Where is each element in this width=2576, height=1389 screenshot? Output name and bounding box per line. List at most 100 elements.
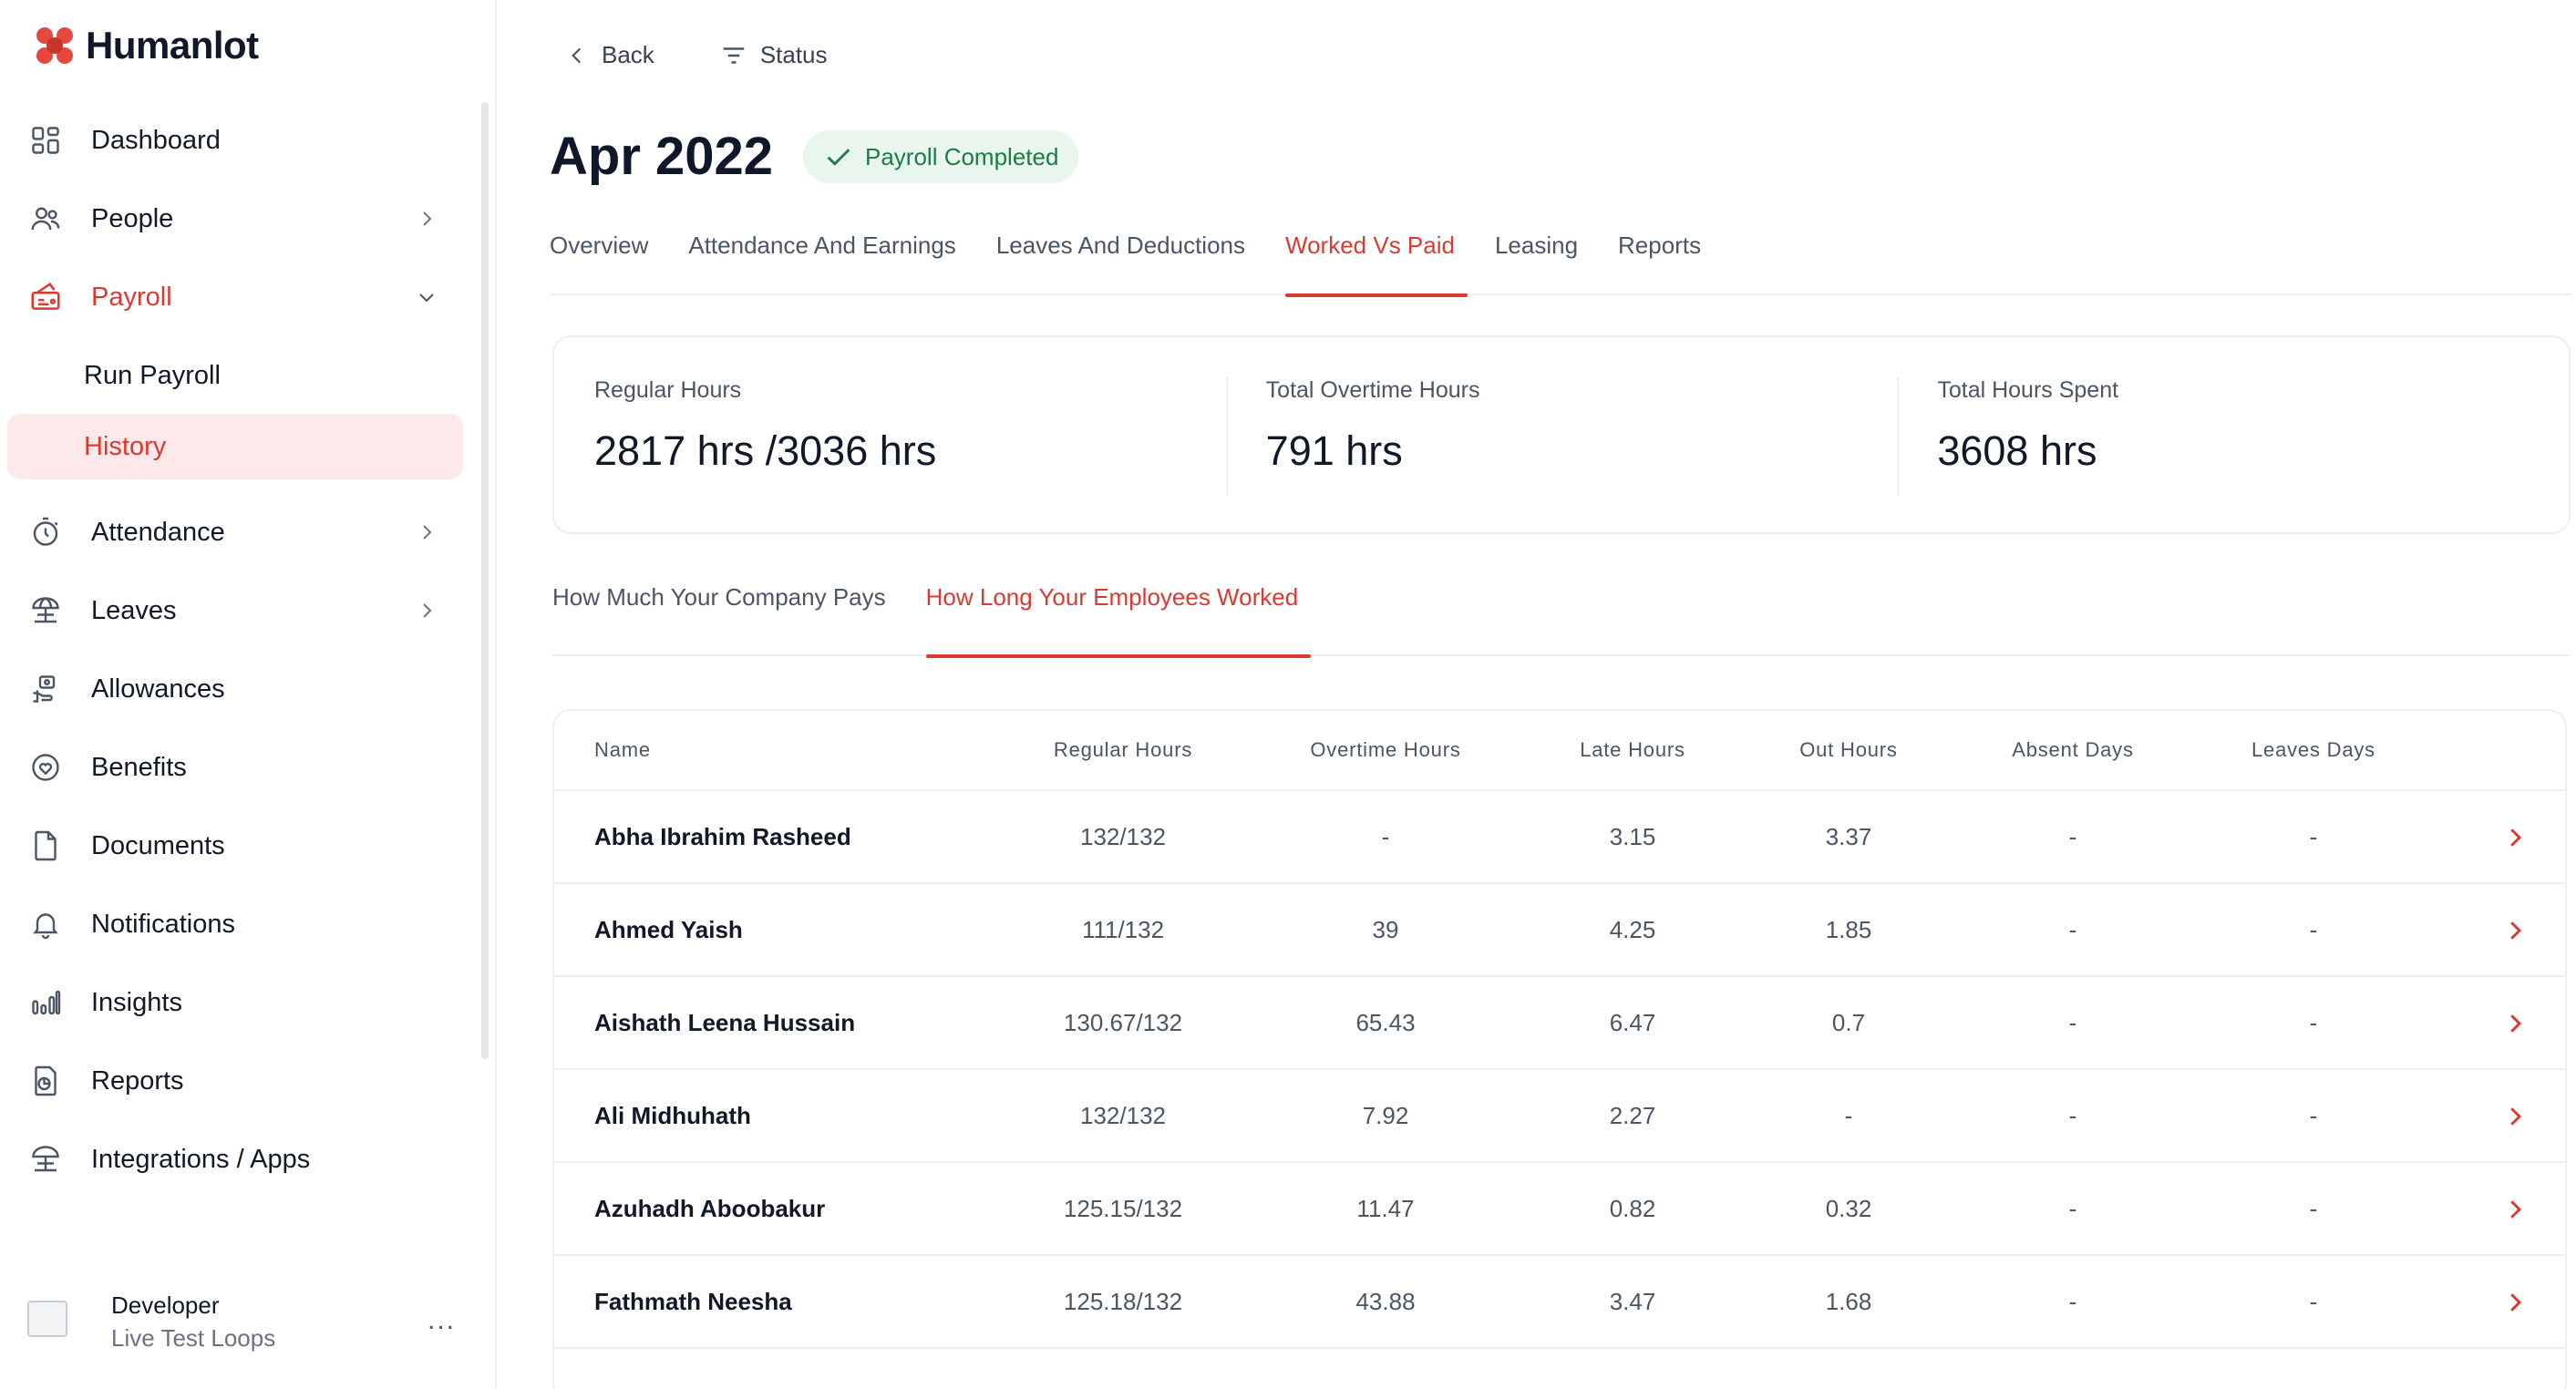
sidebar-item-label: Payroll [91, 282, 172, 312]
status-filter-button[interactable]: Status [720, 41, 828, 69]
cell-regular-hours: 125.15/132 [1063, 1194, 1183, 1222]
stat-label: Regular Hours [594, 377, 742, 403]
cell-regular-hours: 132/132 [1080, 1101, 1166, 1129]
cell-regular-hours: 130.67/132 [1063, 1008, 1183, 1036]
stat-value: 791 hrs [1265, 427, 1403, 474]
back-button[interactable]: Back [565, 41, 654, 69]
tab-leasing[interactable]: Leasing [1494, 232, 1579, 259]
sidebar-item-label: Attendance [91, 517, 225, 547]
payroll-icon [27, 279, 64, 315]
column-header-late-hours: Late Hours [1580, 738, 1685, 761]
cell-leaves-days: - [2309, 1194, 2318, 1222]
view-subtabs: How Much Your Company Pays How Long Your… [552, 583, 2571, 658]
chevron-right-icon [423, 525, 432, 540]
cell-late-hours: 0.82 [1609, 1194, 1656, 1222]
chevron-right-icon[interactable] [2501, 824, 2529, 851]
tab-worked-vs-paid[interactable]: Worked Vs Paid [1285, 226, 1468, 297]
chevron-right-icon[interactable] [2501, 1103, 2529, 1130]
tab-reports[interactable]: Reports [1618, 232, 1702, 259]
cell-absent-days: - [2068, 1008, 2077, 1036]
report-icon [27, 1063, 64, 1099]
chevron-right-icon[interactable] [2501, 1196, 2529, 1223]
tab-attendance-and-earnings[interactable]: Attendance And Earnings [688, 232, 956, 259]
bell-icon [27, 906, 64, 942]
topbar: Back Status [565, 41, 828, 69]
table-row[interactable]: Ali Midhuhath 132/132 7.92 2.27 - - - [554, 1070, 2565, 1163]
table-row[interactable]: Azuhadh Aboobakur 125.15/132 11.47 0.82 0.32… [554, 1163, 2565, 1256]
cell-late-hours: 6.47 [1609, 1008, 1656, 1036]
table-row[interactable]: Abha Ibrahim Rasheed 132/132 - 3.15 3.37 - - [554, 791, 2565, 884]
table-row[interactable]: Aishath Leena Hussain 130.67/132 65.43 6.47… [554, 977, 2565, 1070]
subtab-company-pays[interactable]: How Much Your Company Pays [552, 583, 886, 611]
chevron-right-icon[interactable] [2501, 1010, 2529, 1037]
user-profile[interactable]: Developer Live Test Loops ... [27, 1285, 465, 1358]
stat-label: Total Hours Spent [1937, 377, 2119, 403]
chevron-right-icon[interactable] [2501, 917, 2529, 944]
chevron-left-icon [572, 47, 582, 63]
cell-name: Ali Midhuhath [594, 1101, 751, 1129]
cell-late-hours: 3.15 [1609, 822, 1656, 850]
cell-leaves-days: - [2309, 1008, 2318, 1036]
sidebar-item-documents[interactable]: Documents [0, 813, 465, 879]
table-row[interactable]: Ahmed Yaish 111/132 39 4.25 1.85 - - [554, 884, 2565, 977]
sidebar-item-insights[interactable]: Insights [0, 970, 465, 1035]
sidebar-item-dashboard[interactable]: Dashboard [0, 108, 465, 173]
stat-label: Total Overtime Hours [1265, 377, 1480, 403]
cell-name: Fathmath Neesha [594, 1287, 792, 1315]
table-row[interactable]: Fathmath Neesha 125.18/132 43.88 3.47 1.68 - - [554, 1256, 2565, 1349]
cell-overtime-hours: - [1381, 822, 1390, 850]
cell-absent-days: - [2068, 822, 2077, 850]
tab-overview[interactable]: Overview [550, 232, 649, 259]
sidebar-item-notifications[interactable]: Notifications [0, 891, 465, 957]
sidebar-scrollbar[interactable] [481, 102, 489, 1059]
check-icon [827, 149, 850, 166]
cell-late-hours: 2.27 [1609, 1101, 1656, 1129]
sidebar-item-label: Reports [91, 1065, 184, 1096]
sidebar-item-label: Leaves [91, 595, 177, 625]
allowance-hand-icon [27, 671, 64, 707]
subtab-employees-worked[interactable]: How Long Your Employees Worked [925, 583, 1311, 658]
heart-shield-icon [27, 749, 64, 786]
sidebar-item-label: Insights [91, 987, 182, 1017]
sidebar-item-people[interactable]: People [0, 186, 465, 252]
stat-total-overtime-hours: Total Overtime Hours 791 hrs [1225, 337, 1898, 532]
cell-absent-days: - [2068, 1287, 2077, 1315]
sidebar-subitem-label: History [84, 431, 167, 461]
people-icon [27, 201, 64, 237]
table-header: Name Regular Hours Overtime Hours Late H… [554, 711, 2565, 791]
stat-total-hours-spent: Total Hours Spent 3608 hrs [1897, 337, 2569, 532]
chevron-right-icon [423, 603, 432, 618]
sidebar-subitem-run-payroll[interactable]: Run Payroll [7, 343, 463, 408]
cell-out-hours: 0.32 [1825, 1194, 1872, 1222]
sidebar-item-payroll[interactable]: Payroll [0, 264, 465, 330]
status-label: Status [759, 41, 828, 68]
filter-icon [723, 46, 745, 64]
sidebar-item-leaves[interactable]: Leaves [0, 578, 465, 643]
sidebar-subitem-history[interactable]: History [7, 414, 463, 479]
sidebar-item-allowances[interactable]: Allowances [0, 656, 465, 722]
sidebar-item-attendance[interactable]: Attendance [0, 499, 465, 565]
integrations-icon [27, 1141, 64, 1178]
cell-late-hours: 3.47 [1609, 1287, 1656, 1315]
sidebar-item-label: Integrations / Apps [91, 1144, 311, 1174]
brand-logo[interactable]: Humanlot [36, 24, 259, 67]
cell-out-hours: 0.7 [1831, 1008, 1866, 1036]
back-label: Back [602, 41, 654, 68]
stat-regular-hours: Regular Hours 2817 hrs /3036 hrs [554, 337, 1226, 532]
sidebar-item-integrations[interactable]: Integrations / Apps [0, 1127, 465, 1192]
sidebar-subitem-label: Run Payroll [84, 360, 221, 390]
tab-leaves-and-deductions[interactable]: Leaves And Deductions [995, 232, 1246, 259]
cell-leaves-days: - [2309, 822, 2318, 850]
cell-regular-hours: 132/132 [1080, 822, 1166, 850]
beach-umbrella-icon [27, 592, 64, 629]
more-options-icon[interactable]: ... [427, 1305, 456, 1335]
sidebar-item-reports[interactable]: Reports [0, 1048, 465, 1114]
cell-overtime-hours: 43.88 [1355, 1287, 1416, 1315]
cell-overtime-hours: 65.43 [1355, 1008, 1416, 1036]
sidebar-item-benefits[interactable]: Benefits [0, 735, 465, 800]
employee-hours-table: Name Regular Hours Overtime Hours Late H… [552, 709, 2567, 1389]
sidebar-item-label: Benefits [91, 752, 187, 782]
sidebar-item-label: Documents [91, 830, 225, 860]
page-title: Apr 2022 [550, 127, 774, 186]
chevron-right-icon[interactable] [2501, 1289, 2529, 1316]
